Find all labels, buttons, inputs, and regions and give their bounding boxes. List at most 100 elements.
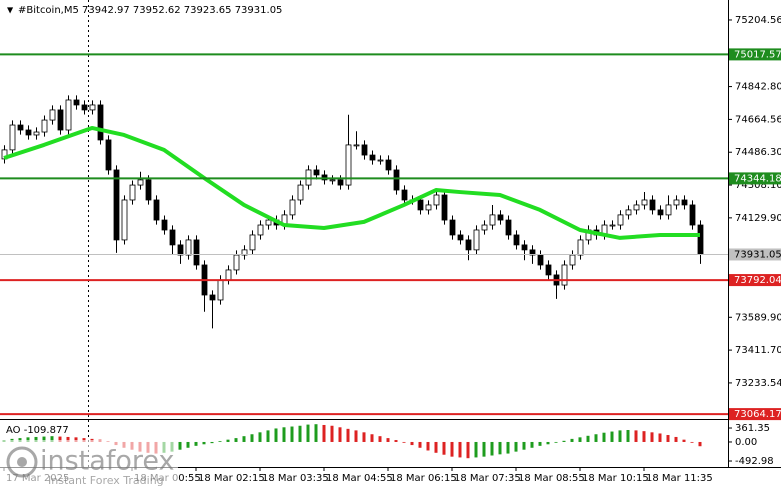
candle-body <box>49 109 56 121</box>
x-tick-label: 18 Mar 08:55 <box>518 473 585 484</box>
candle-body <box>369 154 376 161</box>
ao-bar <box>66 436 70 442</box>
ao-bar <box>194 441 198 446</box>
y-tick-label: -492.98 <box>735 456 774 467</box>
ao-bar <box>514 441 518 452</box>
candle-body <box>129 184 136 201</box>
ao-bar <box>58 436 62 442</box>
ao-bar <box>650 432 654 442</box>
y-tick-label: 74486.30 <box>735 147 781 158</box>
x-tick-label: 18 Mar 07:35 <box>454 473 521 484</box>
watermark-tagline: Instant Forex Trading <box>48 474 164 487</box>
ao-bar <box>658 433 662 442</box>
candle-body <box>313 169 320 176</box>
ao-bar <box>298 425 302 442</box>
ao-bar <box>338 427 342 442</box>
level-label: 73064.17 <box>734 409 781 420</box>
level-label-box <box>729 248 781 261</box>
level-label-box <box>729 48 781 61</box>
ao-bar <box>354 430 358 442</box>
candle-body <box>153 199 160 221</box>
candle-body <box>209 294 216 301</box>
candle-body <box>425 204 432 211</box>
candle-body <box>513 234 520 246</box>
y-tick-label: 74664.56 <box>735 114 781 125</box>
ao-bar <box>322 424 326 442</box>
ao-bar <box>570 438 574 442</box>
candle-body <box>177 244 184 256</box>
ao-bar <box>186 441 190 448</box>
candle-body <box>617 214 624 226</box>
candle-body <box>537 254 544 266</box>
level-label: 75017.57 <box>734 49 781 60</box>
candle-body <box>337 179 344 186</box>
candle-body <box>697 224 704 255</box>
level-label: 74344.18 <box>734 173 781 184</box>
ao-bar <box>362 432 366 442</box>
ao-bar <box>410 441 414 446</box>
candle-body <box>609 224 616 227</box>
candle-body <box>489 214 496 226</box>
ao-bar <box>250 434 254 442</box>
ao-bar <box>266 430 270 442</box>
y-tick-label: 361.35 <box>735 423 770 434</box>
level-label: 73931.05 <box>734 249 781 260</box>
ao-bar <box>426 441 430 451</box>
ao-bar <box>522 441 526 450</box>
ao-bar <box>554 441 558 443</box>
candle-body <box>161 219 168 231</box>
candle-body <box>113 169 120 241</box>
candle-body <box>561 264 568 286</box>
ao-bar <box>610 431 614 442</box>
candle-body <box>345 144 352 186</box>
ao-bar <box>178 441 182 450</box>
candle-body <box>169 229 176 246</box>
ao-bar <box>602 432 606 442</box>
candle-body <box>257 224 264 236</box>
ao-bar <box>50 436 54 442</box>
candle-body <box>33 131 40 136</box>
candle-body <box>233 254 240 271</box>
candle-body <box>265 219 272 226</box>
candle-body <box>121 199 128 241</box>
candle-body <box>481 224 488 231</box>
candle-body <box>689 204 696 226</box>
ao-bar <box>306 424 310 442</box>
y-tick-label: 73233.54 <box>735 378 781 389</box>
ao-bar <box>450 441 454 457</box>
ao-bar <box>202 441 206 445</box>
ao-bar <box>226 439 230 442</box>
watermark-brand: instaforex <box>40 446 174 477</box>
ao-bar <box>378 436 382 442</box>
ao-bar <box>218 441 222 442</box>
candle-body <box>625 209 632 216</box>
moving-average <box>3 125 700 240</box>
ao-bar <box>474 441 478 458</box>
x-tick-label: 18 Mar 04:55 <box>326 473 393 484</box>
candle-body <box>137 179 144 186</box>
x-tick-label: 18 Mar 03:35 <box>262 473 329 484</box>
candle-body <box>417 199 424 211</box>
candle-body <box>361 144 368 156</box>
watermark: instaforex Instant Forex Trading <box>0 440 178 489</box>
symbol-arrow: ▼ <box>7 6 14 15</box>
candle-body <box>633 204 640 211</box>
candle-body <box>145 179 152 201</box>
ao-bar <box>346 428 350 442</box>
y-tick-label: 0.00 <box>735 437 757 448</box>
ao-bar <box>210 441 214 444</box>
y-tick-label: 74129.90 <box>735 213 781 224</box>
x-tick-label: 18 Mar 06:15 <box>390 473 457 484</box>
ao-bar <box>498 441 502 455</box>
ao-bar <box>466 441 470 459</box>
ao-bar <box>434 441 438 453</box>
candle-body <box>377 159 384 162</box>
ao-bar <box>442 441 446 455</box>
ao-bar <box>314 424 318 442</box>
y-tick-label: 73411.70 <box>735 345 781 356</box>
ao-bar <box>690 441 694 443</box>
ao-bar <box>538 441 542 446</box>
level-label-box <box>729 172 781 185</box>
candle-body <box>681 199 688 206</box>
candle-body <box>641 199 648 206</box>
